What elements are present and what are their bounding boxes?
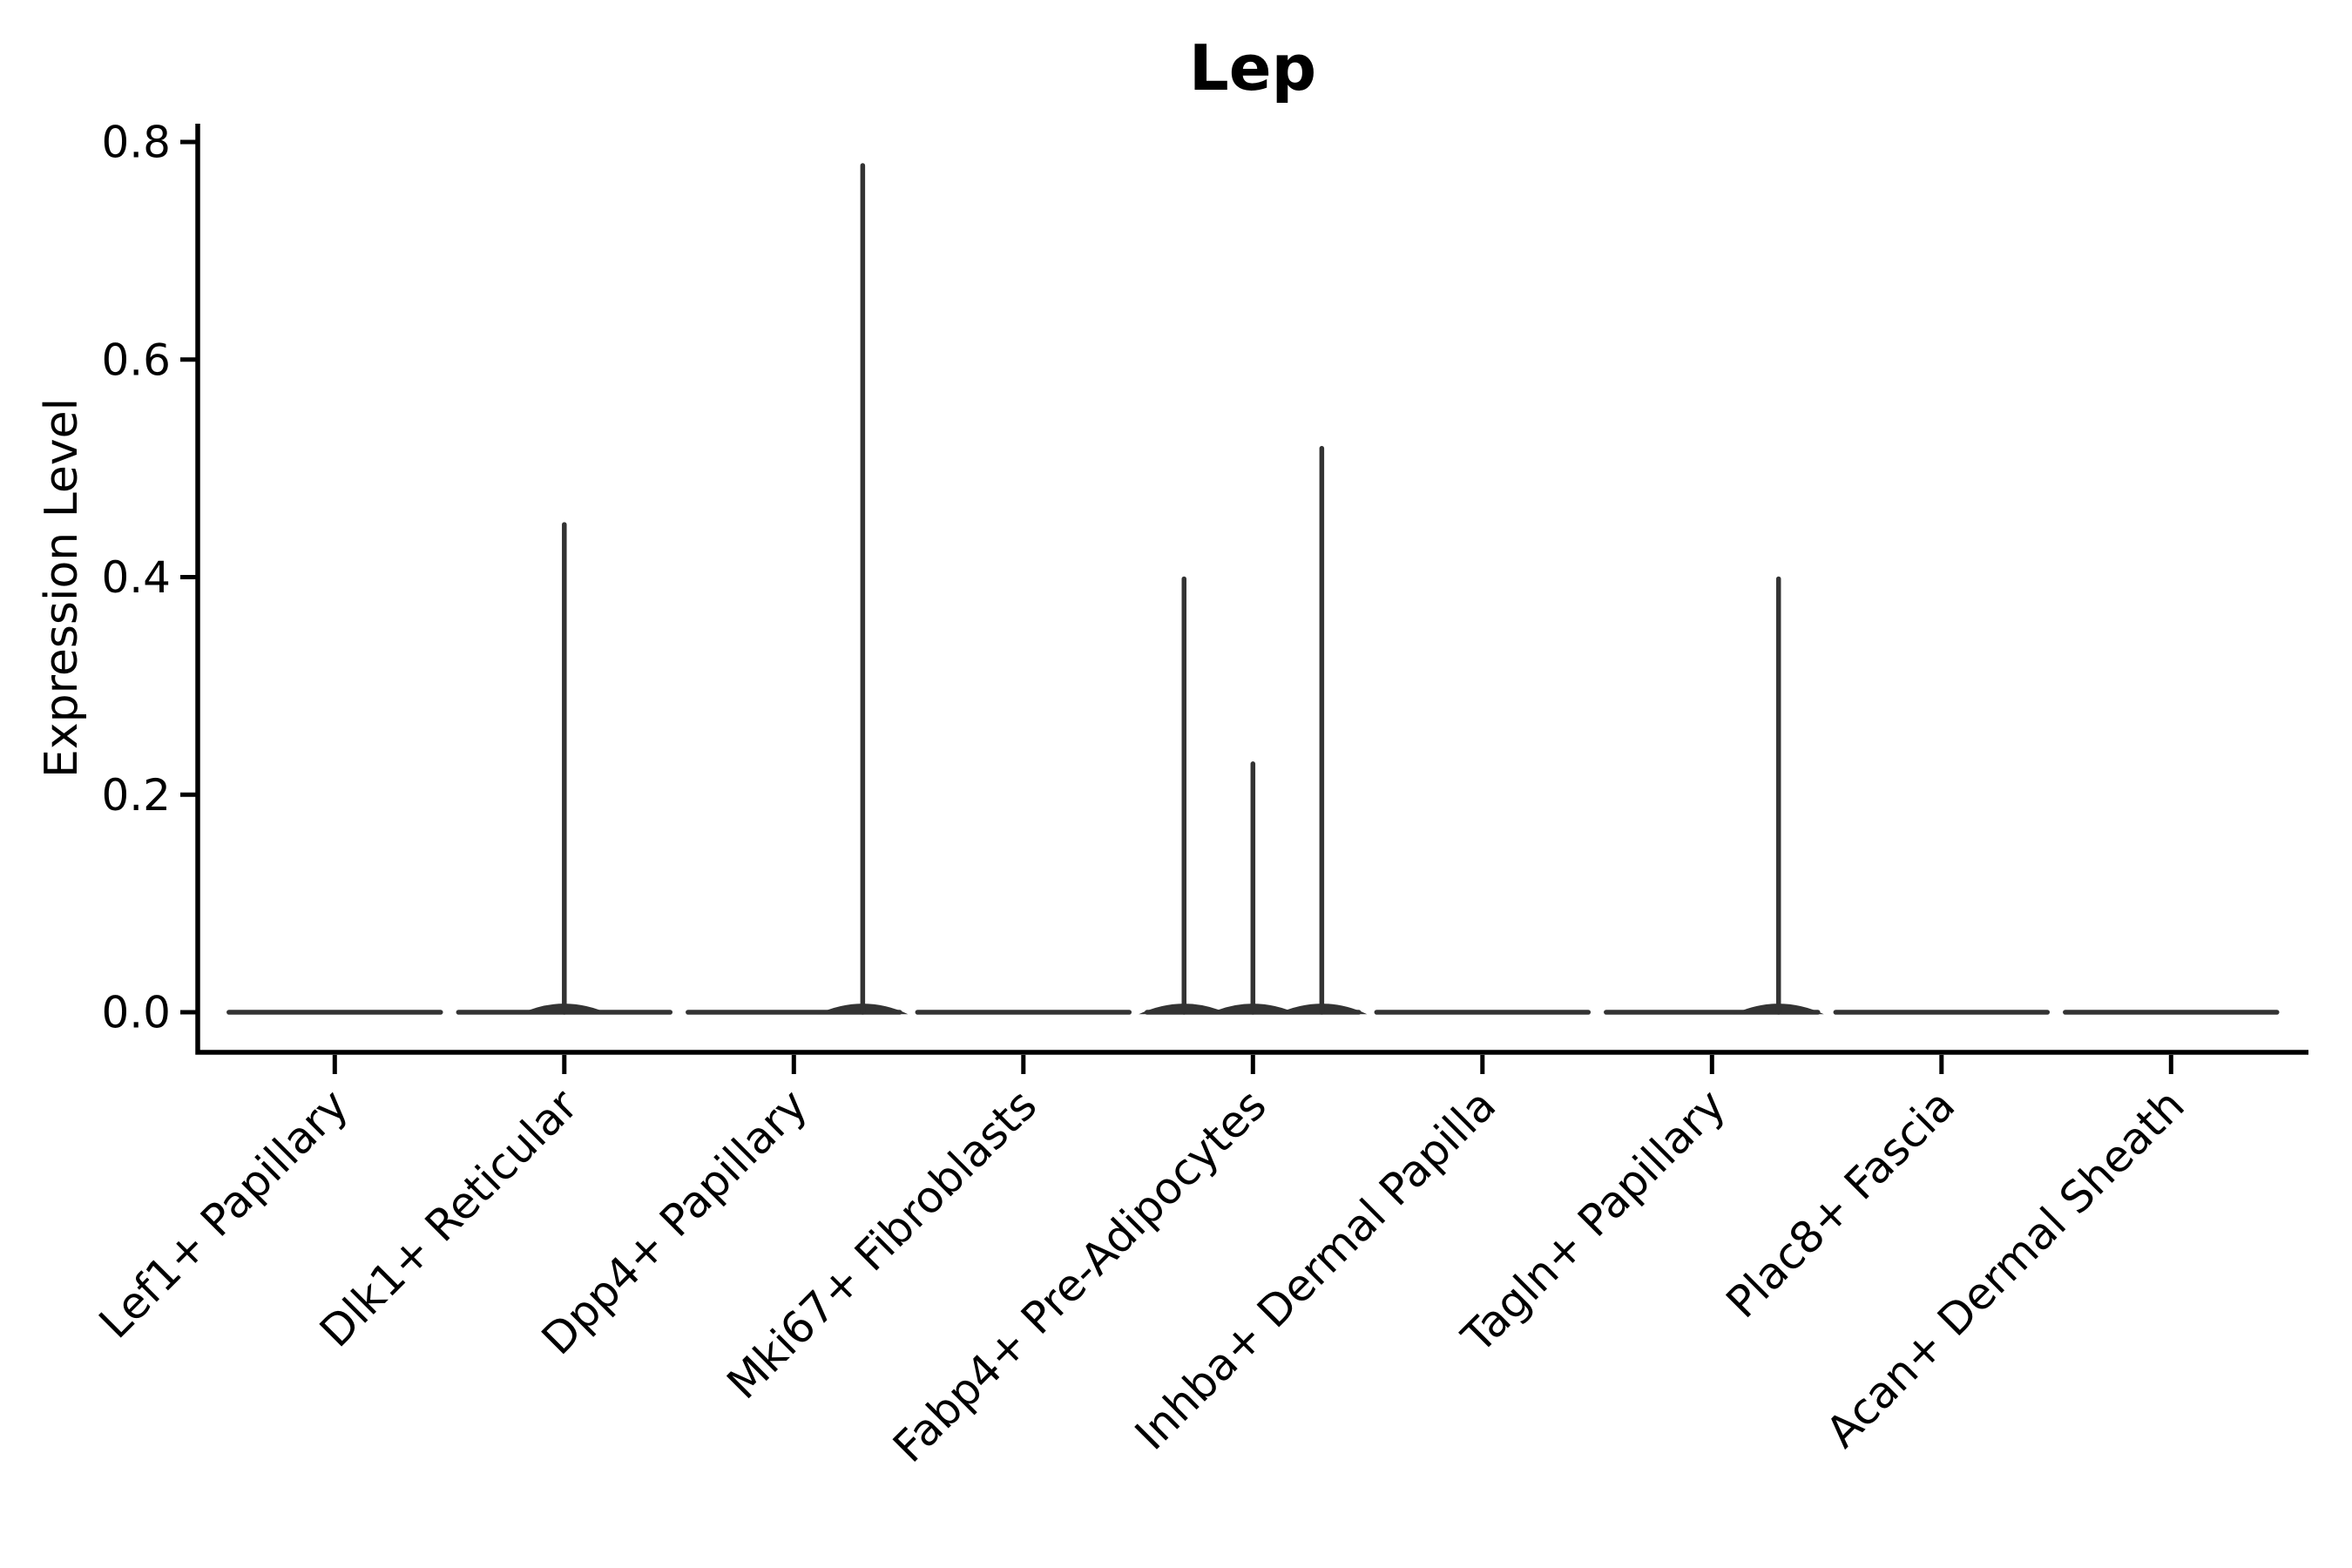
y-tick-label: 0.2 [101, 770, 171, 821]
x-tick-label: Fabp4+ Pre-Adipocytes [883, 1079, 1276, 1472]
axis-spine [195, 124, 2308, 1055]
chart-title: Lep [1189, 31, 1316, 105]
y-tick-label: 0.4 [101, 552, 171, 603]
y-tick-label: 0.8 [101, 118, 171, 168]
y-axis-label: Expression Level [36, 398, 88, 778]
y-tick-label: 0.6 [101, 335, 171, 385]
violins-layer [226, 163, 2280, 1015]
axis-spines [195, 124, 2308, 1055]
x-tick-label: Lef1+ Papillary [90, 1079, 358, 1348]
x-tick-label: Plac8+ Fascia [1717, 1079, 1965, 1328]
y-axis: 0.0 0.2 0.4 0.6 0.8 [101, 118, 196, 1038]
y-tick-label: 0.0 [101, 988, 171, 1038]
